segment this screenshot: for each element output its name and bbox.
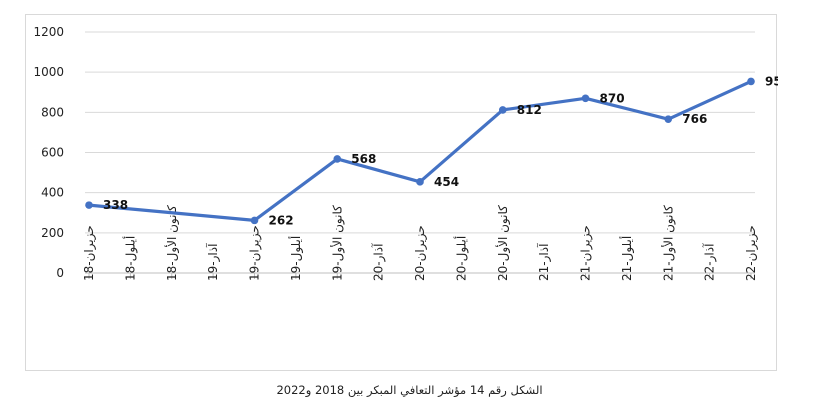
data-point bbox=[581, 94, 590, 103]
x-tick-label: حزيران-21 bbox=[579, 225, 594, 281]
x-tick-label: آذار-21 bbox=[536, 243, 552, 281]
x-tick-label: أيلول-18 bbox=[122, 236, 138, 281]
data-point bbox=[498, 106, 507, 114]
y-tick-label: 0 bbox=[56, 266, 64, 280]
line-chart: 0 200 400 600 800 1000 1200 حزيران-18 أيلول-18 كا… bbox=[33, 25, 778, 281]
x-tick-label: أيلول-21 bbox=[619, 236, 635, 281]
x-tick-label: آذار-19 bbox=[205, 243, 221, 281]
y-tick-label: 600 bbox=[41, 146, 64, 160]
x-tick-label: حزيران-18 bbox=[82, 225, 97, 281]
x-tick-label: كانون الأول-19 bbox=[329, 205, 345, 281]
x-tick-label: كانون الأول-18 bbox=[164, 205, 180, 281]
y-tick-label: 1200 bbox=[33, 25, 64, 39]
data-label: 568 bbox=[351, 152, 376, 166]
x-tick-label: حزيران-20 bbox=[413, 225, 428, 281]
x-tick-label: أيلول-20 bbox=[453, 236, 469, 281]
figure-caption: الشكل رقم 14 مؤشر التعافي المبكر بين 201… bbox=[276, 383, 543, 397]
data-label: 766 bbox=[682, 112, 707, 126]
y-tick-label: 1000 bbox=[33, 65, 64, 79]
x-tick-label: كانون الأول-20 bbox=[495, 205, 511, 281]
y-tick-label: 200 bbox=[41, 226, 64, 240]
data-label: 870 bbox=[600, 91, 625, 105]
data-label: 262 bbox=[269, 213, 294, 227]
data-label: 812 bbox=[517, 103, 542, 117]
data-label: 454 bbox=[434, 175, 459, 189]
data-point bbox=[85, 201, 93, 209]
x-tick-label: حزيران-19 bbox=[248, 225, 263, 281]
x-tick-label: كانون الأول-21 bbox=[660, 205, 676, 281]
x-tick-label: حزيران-22 bbox=[744, 225, 759, 281]
x-tick-label: آذار-20 bbox=[371, 243, 387, 281]
y-tick-label: 400 bbox=[41, 186, 64, 200]
data-point bbox=[333, 155, 342, 163]
data-point bbox=[250, 216, 259, 225]
data-point bbox=[747, 77, 755, 86]
data-label: 338 bbox=[103, 198, 128, 212]
data-point bbox=[416, 178, 424, 186]
x-tick-label: آذار-22 bbox=[702, 243, 718, 281]
x-tick-label: أيلول-19 bbox=[288, 236, 304, 281]
data-label: 954 bbox=[765, 74, 778, 88]
series-line bbox=[88, 79, 752, 222]
chart-frame: 0 200 400 600 800 1000 1200 حزيران-18 أيلول-18 كا… bbox=[25, 14, 778, 371]
data-point bbox=[664, 115, 673, 123]
y-tick-label: 800 bbox=[41, 105, 64, 119]
